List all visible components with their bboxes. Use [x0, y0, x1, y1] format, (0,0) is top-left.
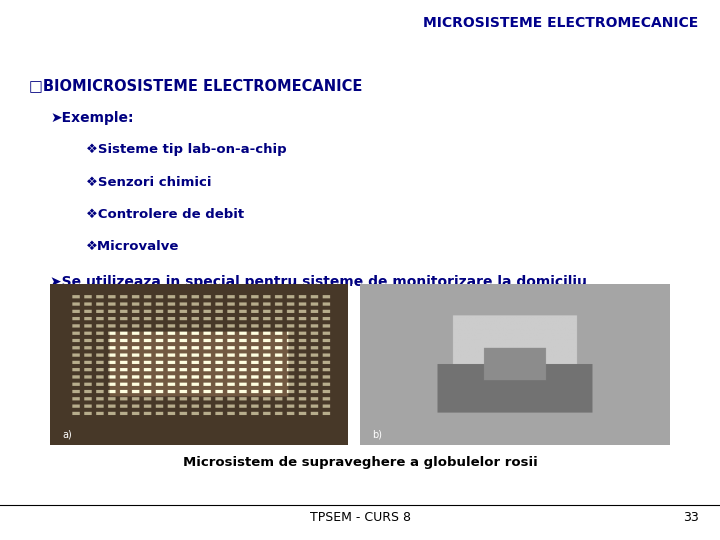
Text: ❖Sisteme tip lab-on-a-chip: ❖Sisteme tip lab-on-a-chip	[86, 143, 287, 156]
Text: TPSEM - CURS 8: TPSEM - CURS 8	[310, 511, 410, 524]
Text: □BIOMICROSISTEME ELECTROMECANICE: □BIOMICROSISTEME ELECTROMECANICE	[29, 78, 362, 93]
Text: MICROSISTEME ELECTROMECANICE: MICROSISTEME ELECTROMECANICE	[423, 16, 698, 30]
Text: a): a)	[63, 429, 73, 439]
Text: ❖Microvalve: ❖Microvalve	[86, 240, 180, 253]
Text: 33: 33	[683, 511, 698, 524]
Text: ❖Senzori chimici: ❖Senzori chimici	[86, 176, 212, 188]
Text: ❖Controlere de debit: ❖Controlere de debit	[86, 208, 245, 221]
Text: b): b)	[372, 429, 382, 439]
Text: Microsistem de supraveghere a globulelor rosii: Microsistem de supraveghere a globulelor…	[183, 456, 537, 469]
Text: ➤Se utilizeaza in special pentru sisteme de monitorizare la domiciliu: ➤Se utilizeaza in special pentru sisteme…	[50, 275, 588, 289]
Text: ➤Exemple:: ➤Exemple:	[50, 111, 134, 125]
